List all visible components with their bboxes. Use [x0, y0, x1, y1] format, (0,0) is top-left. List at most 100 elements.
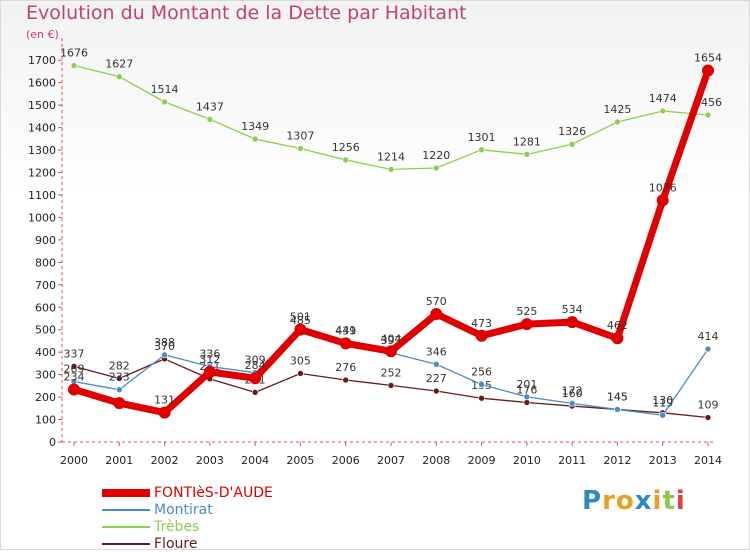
data-point — [478, 381, 485, 388]
legend-label: Floure — [154, 535, 198, 552]
y-tick-label: 900 — [35, 234, 56, 247]
data-point — [656, 194, 669, 207]
data-label: 534 — [562, 303, 583, 316]
data-label: 1301 — [468, 131, 496, 144]
data-label: 176 — [516, 383, 537, 396]
legend-label: Montirat — [154, 501, 213, 518]
data-point — [387, 166, 395, 173]
data-point — [297, 145, 304, 152]
data-label: 414 — [698, 330, 719, 343]
data-point — [297, 370, 304, 377]
data-point — [568, 140, 576, 148]
data-label: 119 — [652, 396, 673, 409]
data-label: 441 — [335, 324, 356, 337]
data-point — [430, 307, 443, 320]
data-point — [339, 337, 352, 350]
data-label: 1627 — [105, 58, 133, 71]
data-point — [704, 345, 712, 353]
data-label: 305 — [290, 355, 311, 368]
data-point — [342, 376, 350, 384]
legend-swatch — [102, 508, 150, 511]
data-label: 201 — [516, 378, 537, 391]
data-label: 109 — [698, 399, 719, 412]
data-label: 252 — [381, 366, 402, 379]
data-label: 145 — [607, 390, 628, 403]
x-tick-label: 2002 — [151, 454, 179, 467]
y-tick-label: 1400 — [28, 122, 56, 135]
data-point — [659, 411, 667, 419]
data-label: 388 — [154, 336, 175, 349]
data-point — [385, 345, 397, 358]
data-point — [614, 118, 621, 126]
x-tick-label: 2003 — [196, 454, 224, 467]
data-point — [704, 414, 712, 421]
data-point — [523, 151, 531, 158]
y-tick-label: 1600 — [28, 77, 56, 90]
data-label: 309 — [245, 354, 266, 367]
x-tick-label: 2004 — [241, 454, 269, 467]
legend-label: Trèbes — [154, 518, 200, 535]
legend-swatch — [102, 488, 150, 497]
data-label: 1676 — [60, 47, 88, 60]
data-point — [251, 135, 259, 143]
data-label: 501 — [290, 310, 311, 323]
data-label: 1220 — [422, 149, 450, 162]
x-tick-label: 2013 — [649, 454, 677, 467]
data-label: 312 — [199, 353, 220, 366]
data-point — [475, 329, 488, 342]
x-tick-label: 2008 — [422, 454, 450, 467]
data-point — [203, 365, 216, 378]
data-label: 145 — [607, 390, 628, 403]
data-label: 1474 — [649, 92, 677, 105]
data-label: 1076 — [649, 181, 677, 194]
data-point — [251, 389, 259, 396]
legend-item: Floure — [102, 535, 273, 552]
data-point — [432, 164, 440, 172]
data-point — [523, 399, 531, 406]
data-point — [478, 394, 485, 402]
data-point — [68, 383, 80, 396]
chart-legend: FONTIèS-D'AUDE Montirat Trèbes Floure — [102, 484, 273, 552]
x-tick-label: 2007 — [377, 454, 405, 467]
data-point — [478, 146, 485, 154]
data-label: 1214 — [377, 150, 405, 163]
data-label: 525 — [516, 305, 537, 318]
data-label: 130 — [652, 394, 673, 407]
y-tick-label: 100 — [35, 414, 56, 427]
data-point — [568, 400, 576, 407]
data-point — [614, 406, 621, 413]
data-point — [70, 62, 78, 69]
data-point — [294, 323, 307, 336]
data-point — [161, 98, 168, 106]
data-label: 1326 — [558, 125, 586, 138]
data-label: 172 — [562, 384, 583, 397]
y-tick-label: 0 — [49, 436, 56, 449]
y-tick-label: 500 — [35, 324, 56, 337]
data-point — [158, 406, 171, 419]
data-label: 1654 — [694, 52, 722, 65]
data-point — [115, 73, 123, 80]
chart-unit: (en €) — [26, 28, 59, 41]
data-label: 234 — [64, 370, 85, 383]
chart-title: Evolution du Montant de la Dette par Hab… — [26, 2, 467, 24]
x-tick-label: 2005 — [286, 454, 314, 467]
data-label: 439 — [335, 324, 356, 337]
legend-swatch — [102, 525, 150, 528]
data-point — [161, 351, 168, 359]
y-tick-label: 200 — [35, 391, 56, 404]
data-point — [704, 111, 712, 119]
data-label: 160 — [562, 387, 583, 400]
data-point — [206, 115, 214, 123]
data-point — [115, 375, 123, 382]
data-point — [70, 363, 78, 370]
x-tick-label: 2001 — [105, 454, 133, 467]
data-label: 1425 — [603, 103, 631, 116]
y-tick-label: 1200 — [28, 167, 56, 180]
data-label: 1349 — [241, 120, 269, 133]
x-tick-label: 2011 — [558, 454, 586, 467]
y-tick-label: 600 — [35, 301, 56, 314]
legend-item: FONTIèS-D'AUDE — [102, 484, 273, 501]
data-label: 570 — [426, 295, 447, 308]
data-point — [249, 372, 262, 385]
y-tick-label: 1500 — [28, 99, 56, 112]
